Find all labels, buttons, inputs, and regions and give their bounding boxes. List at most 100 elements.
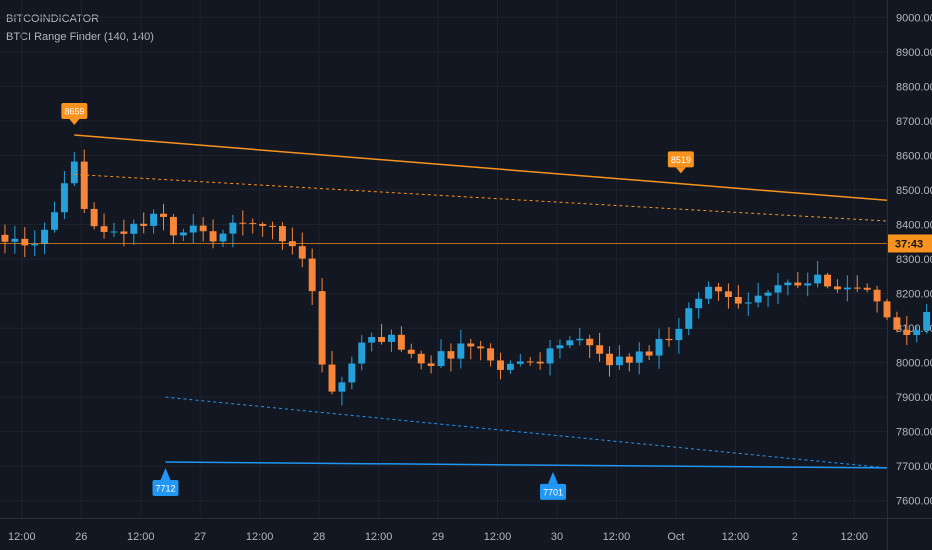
current-price-tag	[888, 234, 932, 253]
price-tick-label: 7600.00	[896, 496, 932, 508]
time-tick-label: 12:00	[722, 531, 750, 543]
symbol-title: BITCOINDICATOR	[6, 13, 100, 25]
price-callout-label: 7701	[543, 487, 563, 497]
candle-body	[685, 308, 693, 329]
candle-body	[487, 348, 495, 361]
price-callout-label: 7712	[155, 484, 175, 494]
candle-body	[259, 223, 267, 226]
time-tick-label: 12:00	[8, 531, 36, 543]
candle-body	[853, 287, 861, 289]
price-tick-label: 7700.00	[896, 461, 932, 473]
price-callout-pointer	[160, 468, 171, 481]
time-tick-label: 12:00	[484, 531, 512, 543]
candle-body	[734, 297, 742, 304]
candle-body	[51, 212, 58, 230]
time-tick-label: 12:00	[365, 531, 393, 543]
candle-body	[308, 258, 316, 292]
candle-body	[833, 286, 841, 290]
candle-body	[318, 291, 326, 365]
candle-body	[586, 338, 594, 346]
candle-body	[358, 342, 366, 364]
price-callout-pointer	[548, 471, 559, 484]
range-line-dashed	[165, 396, 888, 469]
price-callout-box	[61, 103, 88, 120]
candle-body	[903, 329, 911, 335]
candle-body	[566, 340, 574, 346]
candle-body	[923, 311, 931, 331]
candle-body	[388, 334, 395, 342]
time-tick-label: 12:00	[246, 531, 274, 543]
candle-body	[21, 238, 29, 246]
candle-body	[278, 226, 286, 242]
candle-body	[655, 338, 663, 356]
candle-body	[635, 351, 643, 363]
time-tick-label: 26	[75, 531, 87, 543]
candle-body	[724, 291, 732, 298]
candle-body	[506, 363, 514, 370]
price-tick-label: 7900.00	[896, 392, 932, 404]
time-tick-label: 12:00	[603, 531, 631, 543]
price-callout-pointer	[69, 119, 80, 126]
candle-body	[467, 343, 475, 347]
price-tick-label: 8700.00	[896, 116, 932, 128]
candle-body	[814, 274, 822, 284]
candle-body	[764, 292, 772, 296]
candle-body	[675, 328, 683, 341]
candle-body	[328, 364, 336, 392]
time-tick-label: 30	[551, 531, 563, 543]
candle-body	[11, 238, 19, 242]
candle-body	[784, 282, 792, 286]
candle-body	[526, 361, 534, 363]
candle-body	[219, 233, 227, 242]
candle-body	[179, 232, 187, 236]
candle-body	[199, 225, 207, 232]
candle-body	[883, 301, 891, 318]
price-tick-label: 9000.00	[896, 12, 932, 24]
candle-body	[913, 330, 921, 335]
indicator-legend[interactable]: BTCI Range Finder (140, 140)	[6, 31, 154, 43]
candle-body	[140, 223, 148, 226]
candle-body	[893, 317, 901, 330]
time-tick-label: 12:00	[127, 531, 155, 543]
candle-body	[457, 343, 465, 359]
candle-body	[397, 334, 405, 350]
price-callout-label: 8659	[64, 107, 84, 117]
candle-body	[794, 282, 802, 286]
candle-body	[625, 356, 633, 363]
price-callout-pointer	[675, 167, 686, 174]
candle-body	[100, 226, 108, 232]
candle-body	[80, 161, 88, 209]
candle-body	[804, 283, 812, 286]
candle-body	[715, 286, 722, 292]
price-callout-box	[152, 480, 179, 497]
candle-body	[169, 216, 177, 236]
candle-body	[298, 246, 306, 259]
time-tick-label: Oct	[667, 531, 684, 543]
candle-body	[437, 351, 445, 367]
candle-body	[348, 363, 356, 383]
candle-body	[843, 287, 851, 290]
candle-body	[427, 363, 435, 367]
range-line	[165, 461, 888, 469]
candle-body	[754, 295, 762, 303]
price-tick-label: 8900.00	[896, 47, 932, 59]
price-tick-label: 8400.00	[896, 219, 932, 231]
candle-body	[1, 234, 9, 242]
price-tick-label: 8800.00	[896, 81, 932, 93]
candle-body	[60, 183, 68, 213]
price-callout-box	[540, 483, 567, 500]
candle-body	[130, 223, 138, 234]
price-tick-label: 8000.00	[896, 358, 932, 370]
candle-body	[120, 231, 128, 234]
candle-body	[556, 345, 564, 349]
candle-body	[744, 302, 752, 304]
price-tick-label: 8200.00	[896, 289, 932, 301]
candle-body	[31, 243, 39, 246]
price-tick-label: 8300.00	[896, 254, 932, 266]
candle-body	[516, 361, 524, 364]
candle-body	[249, 223, 257, 225]
candle-body	[209, 231, 217, 242]
candle-body	[863, 287, 871, 290]
candle-body	[110, 231, 118, 233]
